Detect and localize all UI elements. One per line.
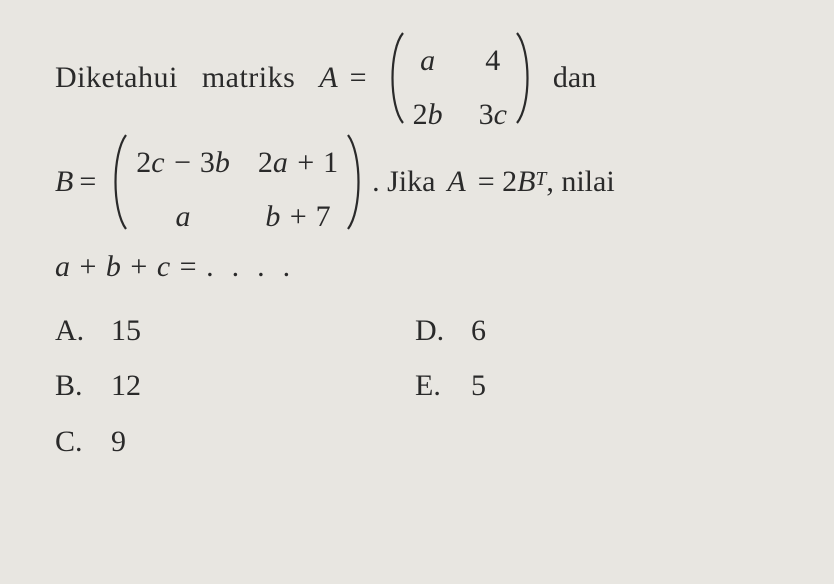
text-nilai: , nilai	[546, 157, 614, 207]
matrix-B: 2c − 3b 2a + 1 a b + 7	[108, 132, 366, 232]
option-B-value: 12	[111, 361, 141, 411]
option-A-value: 15	[111, 306, 141, 356]
line-2: B = 2c − 3b 2a + 1 a b + 7 . Jika A	[55, 132, 784, 232]
option-C: C. 9	[55, 417, 415, 467]
text-jika-period: . Jika	[372, 157, 435, 207]
matrix-A: a 4 2b 3c	[385, 30, 535, 126]
option-D-value: 6	[471, 306, 486, 356]
equals-2: =	[79, 157, 96, 207]
equals-1: =	[350, 53, 367, 103]
option-D-label: D.	[415, 306, 471, 356]
option-E: E. 5	[415, 361, 784, 411]
left-paren-icon	[385, 30, 407, 126]
jika-B: B	[517, 157, 535, 207]
B-r1c1: 2c − 3b	[136, 138, 230, 188]
option-A: A. 15	[55, 306, 415, 356]
text-matriks: matriks	[202, 53, 296, 103]
text-dan: dan	[553, 53, 596, 103]
var-A: A	[319, 53, 337, 103]
A-r2c2: 3c	[479, 90, 507, 140]
option-E-value: 5	[471, 361, 486, 411]
right-paren-icon	[513, 30, 535, 126]
jika-A: A	[447, 157, 465, 207]
superscript-T: T	[535, 164, 546, 196]
options-grid: A. 15 D. 6 B. 12 E. 5 C. 9	[55, 306, 784, 467]
option-C-label: C.	[55, 417, 111, 467]
option-E-label: E.	[415, 361, 471, 411]
var-B: B	[55, 157, 73, 207]
B-r1c2: 2a + 1	[258, 138, 338, 188]
text-diketahui: Diketahui	[55, 53, 178, 103]
A-r2c1: 2b	[413, 90, 443, 140]
option-A-label: A.	[55, 306, 111, 356]
option-B-label: B.	[55, 361, 111, 411]
option-C-value: 9	[111, 417, 126, 467]
right-paren-icon	[344, 132, 366, 232]
B-r2c1: a	[136, 192, 230, 242]
matrix-B-cells: 2c − 3b 2a + 1 a b + 7	[130, 132, 344, 232]
jika-eq: = 2	[478, 157, 517, 207]
line-1: Diketahui matriks A = a 4 2b 3c	[55, 30, 784, 126]
A-r1c2: 4	[485, 44, 500, 77]
matrix-A-cells: a 4 2b 3c	[407, 30, 513, 126]
expression-line: a + b + c = . . . .	[55, 242, 784, 292]
left-paren-icon	[108, 132, 130, 232]
A-r1c1: a	[413, 36, 443, 86]
option-B: B. 12	[55, 361, 415, 411]
B-r2c2: b + 7	[258, 192, 338, 242]
option-D: D. 6	[415, 306, 784, 356]
question-block: Diketahui matriks A = a 4 2b 3c	[0, 0, 834, 496]
